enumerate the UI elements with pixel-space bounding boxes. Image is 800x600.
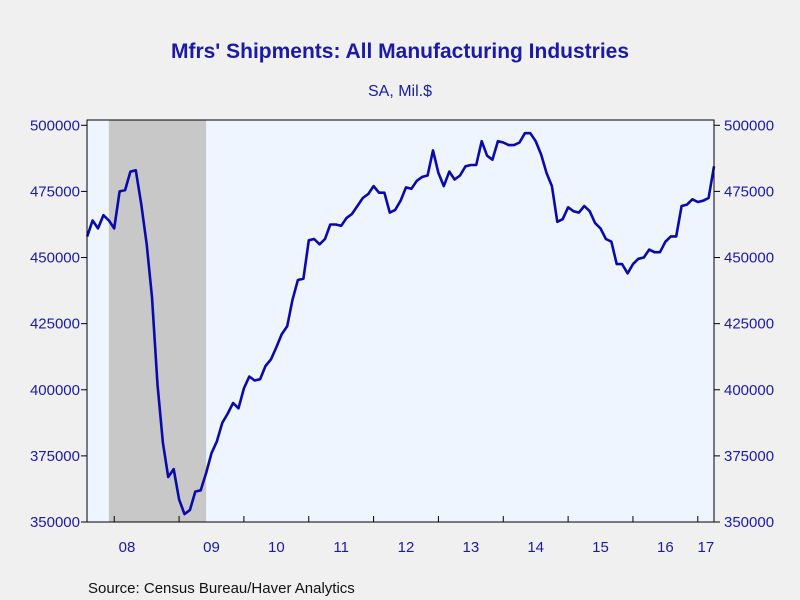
y-tick-label-right: 500000 (724, 117, 774, 134)
y-tick-label-left: 425000 (30, 316, 80, 333)
y-tick-label-left: 400000 (30, 382, 80, 399)
x-tick-label: 09 (203, 539, 220, 556)
x-tick-label: 16 (657, 539, 674, 556)
recession-shading (108, 120, 207, 522)
y-axis-ticks: 350000 350000 375000 375000 400000 400000 4250… (30, 117, 774, 531)
source-note: Source: Census Bureau/Haver Analytics (88, 580, 355, 597)
y-tick-label-right: 350000 (724, 514, 774, 531)
y-tick-label-left: 375000 (30, 448, 80, 465)
y-tick-label-right: 400000 (724, 382, 774, 399)
x-tick-label: 13 (463, 539, 480, 556)
x-tick-label: 14 (527, 539, 544, 556)
y-tick-label-right: 375000 (724, 448, 774, 465)
x-axis-ticks: 08 09 10 11 12 13 14 15 16 17 (113, 516, 715, 556)
y-tick-label-left: 350000 (30, 514, 80, 531)
y-tick-label-left: 475000 (30, 183, 80, 200)
y-tick-label-left: 450000 (30, 250, 80, 267)
x-tick-label: 12 (398, 539, 415, 556)
x-tick-label: 17 (698, 539, 715, 556)
y-tick-label-right: 475000 (724, 183, 774, 200)
y-tick-label-right: 450000 (724, 250, 774, 267)
plot-frame (86, 119, 715, 523)
x-tick-label: 11 (333, 539, 349, 556)
y-tick-label-left: 500000 (30, 117, 80, 134)
x-tick-label: 08 (119, 539, 136, 556)
series-line-0 (85, 131, 716, 516)
y-tick-label-right: 425000 (724, 316, 774, 333)
chart-subtitle: SA, Mil.$ (368, 83, 432, 100)
x-tick-label: 10 (268, 539, 285, 556)
chart-title: Mfrs' Shipments: All Manufacturing Indus… (171, 40, 629, 63)
series-layer (85, 131, 716, 516)
x-tick-label: 15 (592, 539, 609, 556)
